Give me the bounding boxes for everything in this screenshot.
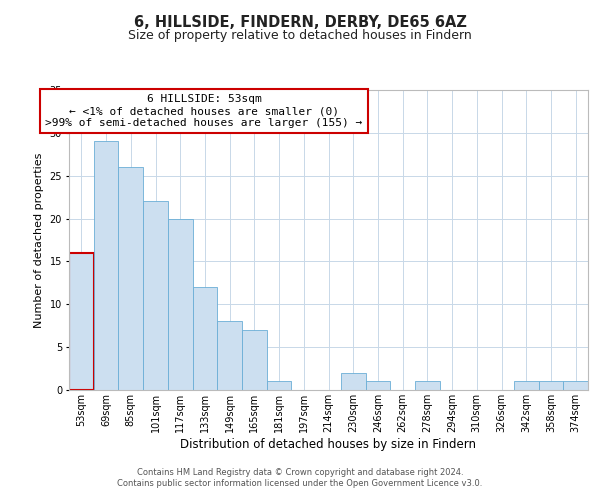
Bar <box>118 167 143 390</box>
Bar <box>514 382 539 390</box>
Text: 6 HILLSIDE: 53sqm
← <1% of detached houses are smaller (0)
>99% of semi-detached: 6 HILLSIDE: 53sqm ← <1% of detached hous… <box>46 94 362 128</box>
Bar <box>563 382 588 390</box>
Bar <box>94 142 118 390</box>
Bar <box>143 202 168 390</box>
Text: Size of property relative to detached houses in Findern: Size of property relative to detached ho… <box>128 28 472 42</box>
Bar <box>193 287 217 390</box>
X-axis label: Distribution of detached houses by size in Findern: Distribution of detached houses by size … <box>181 438 476 450</box>
Bar <box>341 373 365 390</box>
Bar <box>415 382 440 390</box>
Bar <box>539 382 563 390</box>
Bar <box>69 253 94 390</box>
Bar <box>267 382 292 390</box>
Bar <box>365 382 390 390</box>
Y-axis label: Number of detached properties: Number of detached properties <box>34 152 44 328</box>
Bar <box>242 330 267 390</box>
Text: Contains public sector information licensed under the Open Government Licence v3: Contains public sector information licen… <box>118 480 482 488</box>
Text: 6, HILLSIDE, FINDERN, DERBY, DE65 6AZ: 6, HILLSIDE, FINDERN, DERBY, DE65 6AZ <box>134 15 466 30</box>
Bar <box>217 322 242 390</box>
Text: Contains HM Land Registry data © Crown copyright and database right 2024.: Contains HM Land Registry data © Crown c… <box>137 468 463 477</box>
Bar <box>168 218 193 390</box>
